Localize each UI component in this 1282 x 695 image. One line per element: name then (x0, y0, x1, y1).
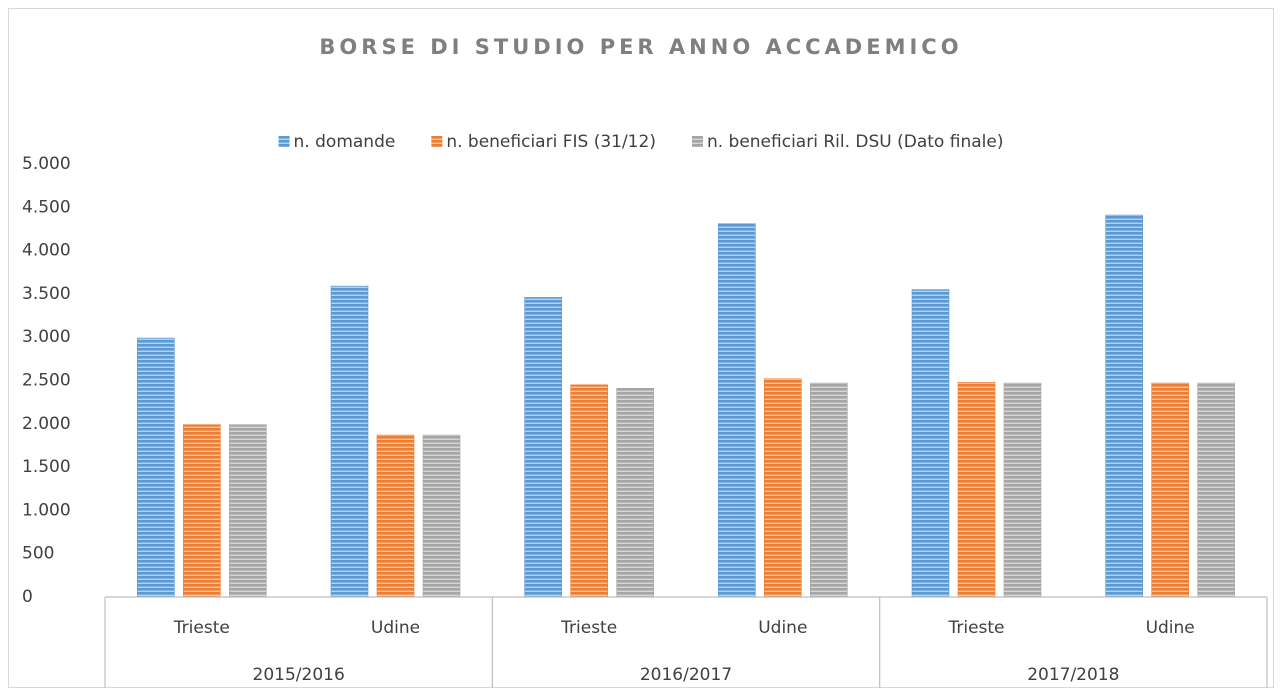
y-tick-label: 1.000 (22, 500, 71, 520)
y-tick-label: 4.000 (22, 241, 71, 261)
y-tick-label: 3.500 (22, 284, 71, 304)
legend-label: n. beneficiari FIS (31/12) (446, 132, 656, 152)
bar (764, 378, 802, 598)
legend-label: n. domande (294, 132, 396, 152)
y-tick-label: 500 (22, 544, 54, 564)
bar (810, 382, 848, 598)
x-tick-label: Udine (371, 618, 420, 638)
bar (422, 434, 461, 598)
bar (616, 387, 654, 598)
bar (376, 434, 415, 598)
x-tick-label: Udine (1146, 618, 1195, 638)
bar (1197, 382, 1235, 598)
bar (137, 337, 175, 598)
bar (330, 285, 369, 598)
y-tick-label: 2.000 (22, 414, 71, 434)
bar (183, 424, 221, 598)
group-label: 2016/2017 (640, 665, 732, 685)
y-tick-label: 0 (22, 587, 33, 607)
legend-swatch (431, 136, 443, 147)
y-tick-label: 2.500 (22, 371, 71, 391)
x-tick-label: Udine (758, 618, 807, 638)
legend: n. domande n. beneficiari FIS (31/12) n. b… (278, 132, 1004, 152)
group-label: 2015/2016 (253, 665, 345, 685)
bar (1105, 214, 1143, 598)
bar (229, 424, 267, 598)
bar (718, 223, 756, 598)
bar (1003, 382, 1042, 598)
bar (911, 289, 950, 598)
legend-label: n. beneficiari Ril. DSU (Dato finale) (707, 132, 1004, 152)
bar (1151, 382, 1189, 598)
x-tick-label: Trieste (560, 618, 617, 638)
x-tick-label: Trieste (947, 618, 1004, 638)
x-tick-label: Trieste (173, 618, 230, 638)
y-tick-label: 3.000 (22, 327, 71, 347)
y-tick-label: 4.500 (22, 197, 71, 217)
legend-swatch (691, 136, 703, 147)
bar (524, 297, 562, 598)
bar (570, 384, 608, 598)
group-label: 2017/2018 (1027, 665, 1119, 685)
y-tick-label: 5.000 (22, 154, 71, 174)
chart-title: BORSE DI STUDIO PER ANNO ACCADEMICO (319, 35, 962, 59)
bar (957, 381, 996, 598)
y-tick-label: 1.500 (22, 457, 71, 477)
legend-swatch (278, 136, 290, 147)
